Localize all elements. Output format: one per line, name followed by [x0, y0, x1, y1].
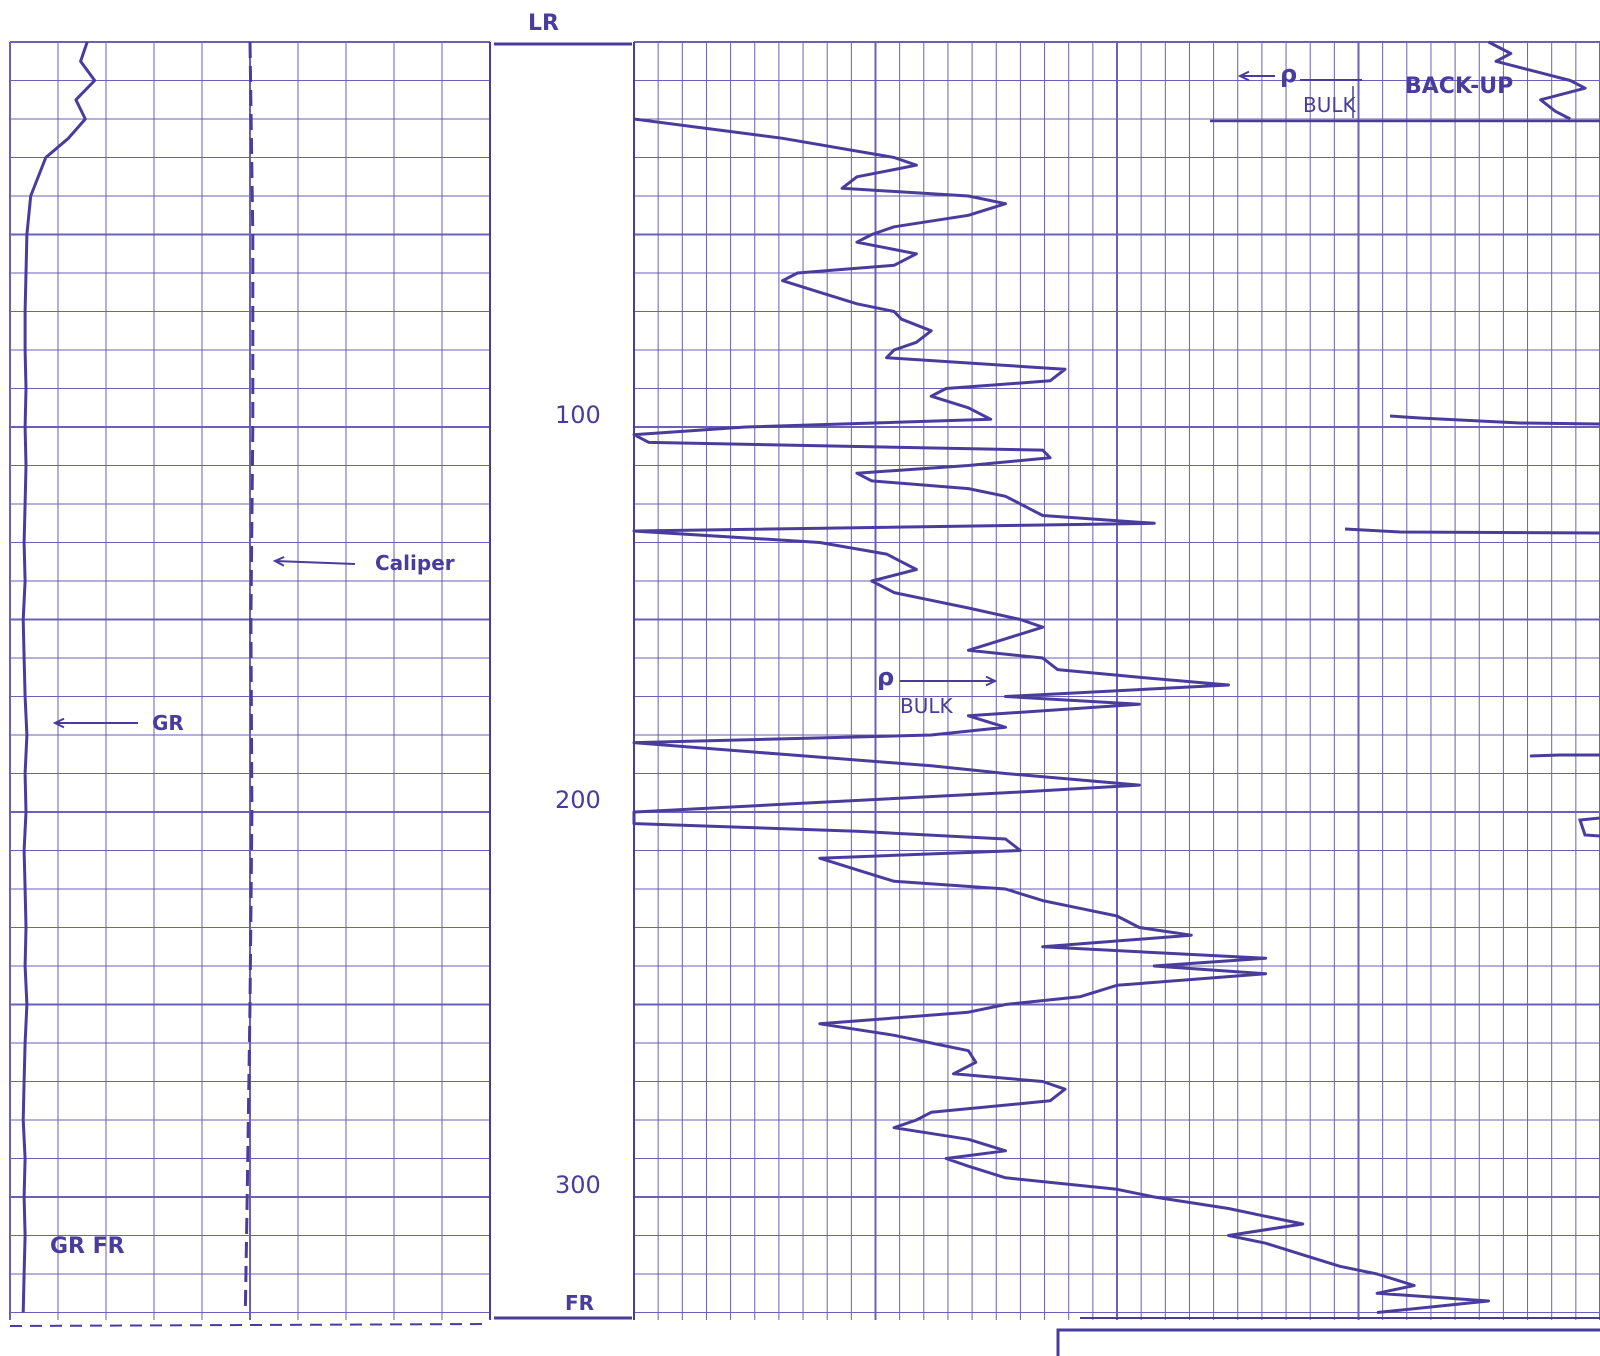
rho-bulk-backup-curve [1487, 40, 1587, 121]
bottom-step-line [1056, 1328, 1600, 1356]
gr-label: GR [152, 711, 184, 735]
caliper-pointer-arrow-head [272, 556, 285, 567]
gr-pointer-arrow-head [52, 717, 65, 729]
backup-label: BACK-UP [1405, 74, 1513, 99]
backup-fragment-3 [1529, 753, 1600, 758]
backup-fragment-2 [1344, 527, 1600, 535]
chart-grid [9, 41, 1600, 1327]
depth-tick-label-300: 300 [555, 1171, 601, 1199]
rho-mid-pointer-arrow-head [985, 675, 998, 687]
backup-fragment-1 [1389, 414, 1600, 426]
arrow-layer [52, 70, 1362, 729]
label-layer: LR FR 100 200 300 Caliper GR GR FR BACK-… [50, 11, 1513, 1315]
gr-curve [21, 41, 97, 1313]
caliper-label: Caliper [375, 551, 455, 575]
curve-layer [21, 40, 1600, 1356]
rho-top-pointer-arrow-head [1237, 70, 1250, 82]
rho-symbol-mid: ρ [877, 663, 894, 691]
depth-bottom-label: FR [565, 1291, 594, 1315]
rho-symbol-top: ρ [1280, 60, 1297, 88]
backup-fragment-4 [1577, 816, 1600, 838]
rho-bulk-curve [632, 117, 1490, 1314]
depth-tick-label-200: 200 [555, 786, 601, 814]
bulk-label-top: BULK [1303, 93, 1357, 117]
depth-tick-label-100: 100 [555, 401, 601, 429]
left-track-bottom-dashed-rule [9, 1323, 491, 1327]
bulk-label-mid: BULK [900, 694, 954, 718]
caliper-curve [243, 41, 255, 1313]
depth-top-label: LR [528, 11, 559, 36]
caliper-pointer-arrow [274, 560, 356, 565]
gr-fr-label: GR FR [50, 1234, 125, 1259]
